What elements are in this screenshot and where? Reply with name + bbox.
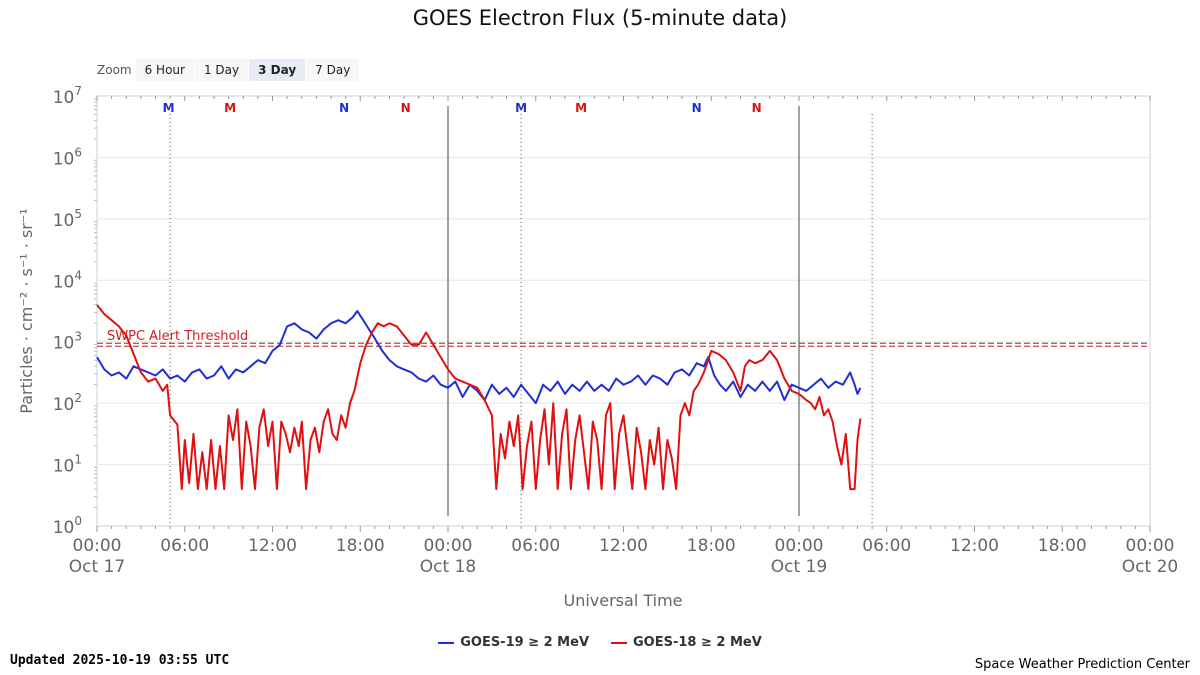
x-tick-label-time-24: 00:00	[424, 536, 473, 556]
legend: GOES-19 ≥ 2 MeV GOES-18 ≥ 2 MeV	[0, 635, 1200, 650]
zoom-button-7-day[interactable]: 7 Day	[306, 59, 360, 81]
y-tick-label-6: 106	[53, 145, 82, 169]
marker-n-6: N	[692, 101, 702, 115]
y-tick-label-3: 103	[53, 330, 82, 354]
chart-title: GOES Electron Flux (5-minute data)	[412, 6, 788, 30]
x-tick-label-time-36: 12:00	[599, 536, 648, 556]
series-layer	[96, 304, 862, 491]
legend-swatch-goes19	[438, 641, 455, 644]
marker-m-4: M	[515, 101, 527, 115]
y-axis: 100 101 102 103 104 105 106 107	[53, 84, 97, 538]
zoom-bar: Zoom 6 Hour 1 Day 3 Day 7 Day	[97, 58, 360, 82]
y-tick-label-5: 105	[53, 207, 82, 231]
vertical-lines-layer	[169, 106, 873, 526]
legend-item-goes19[interactable]: GOES-19 ≥ 2 MeV	[438, 635, 589, 650]
zoom-button-6-hour[interactable]: 6 Hour	[135, 59, 194, 81]
y-tick-label-2: 102	[53, 391, 82, 415]
threshold-label: SWPC Alert Threshold	[107, 329, 248, 344]
y-axis-title: Particles · cm⁻² · s⁻¹ · sr⁻¹	[17, 208, 36, 413]
y-tick-label-1: 101	[53, 453, 82, 477]
x-tick-label-time-12: 12:00	[248, 536, 297, 556]
x-tick-label-time-0: 00:00	[73, 536, 122, 556]
x-tick-label-time-42: 18:00	[687, 536, 736, 556]
marker-m-0: M	[163, 101, 175, 115]
x-tick-label-time-18: 18:00	[336, 536, 385, 556]
zoom-button-3-day[interactable]: 3 Day	[249, 59, 306, 81]
x-tick-label-date-48: Oct 19	[771, 557, 827, 577]
y-tick-label-0: 100	[53, 514, 82, 538]
marker-m-1: M	[224, 101, 236, 115]
x-tick-label-date-0: Oct 17	[69, 557, 125, 577]
legend-swatch-goes18	[611, 641, 627, 644]
x-tick-label-time-48: 00:00	[775, 536, 824, 556]
credit-text: Space Weather Prediction Center	[974, 657, 1190, 672]
x-tick-label-time-60: 12:00	[950, 536, 999, 556]
x-tick-label-date-24: Oct 18	[420, 557, 476, 577]
legend-label-goes19: GOES-19 ≥ 2 MeV	[460, 635, 589, 650]
threshold-layer: SWPC Alert Threshold	[97, 329, 1150, 347]
x-tick-label-date-72: Oct 20	[1122, 557, 1178, 577]
legend-item-goes18[interactable]: GOES-18 ≥ 2 MeV	[611, 635, 762, 650]
grid-layer	[97, 156, 1150, 466]
y-tick-label-7: 107	[53, 84, 82, 108]
x-tick-label-time-54: 06:00	[862, 536, 911, 556]
zoom-button-1-day[interactable]: 1 Day	[194, 59, 249, 81]
marker-n-7: N	[752, 101, 762, 115]
marker-n-3: N	[401, 101, 411, 115]
y-tick-label-4: 104	[53, 268, 82, 292]
series-line-goes18	[96, 304, 862, 491]
legend-label-goes18: GOES-18 ≥ 2 MeV	[633, 635, 762, 650]
updated-timestamp: Updated 2025-10-19 03:55 UTC	[10, 653, 230, 668]
x-tick-label-time-6: 06:00	[160, 536, 209, 556]
zoom-label: Zoom	[97, 63, 132, 77]
plot-area[interactable]	[96, 95, 1151, 527]
x-tick-label-time-66: 18:00	[1038, 536, 1087, 556]
x-tick-label-time-30: 06:00	[511, 536, 560, 556]
x-axis-title: Universal Time	[563, 591, 682, 610]
marker-n-2: N	[339, 101, 349, 115]
x-tick-label-time-72: 00:00	[1126, 536, 1175, 556]
marker-m-5: M	[575, 101, 587, 115]
